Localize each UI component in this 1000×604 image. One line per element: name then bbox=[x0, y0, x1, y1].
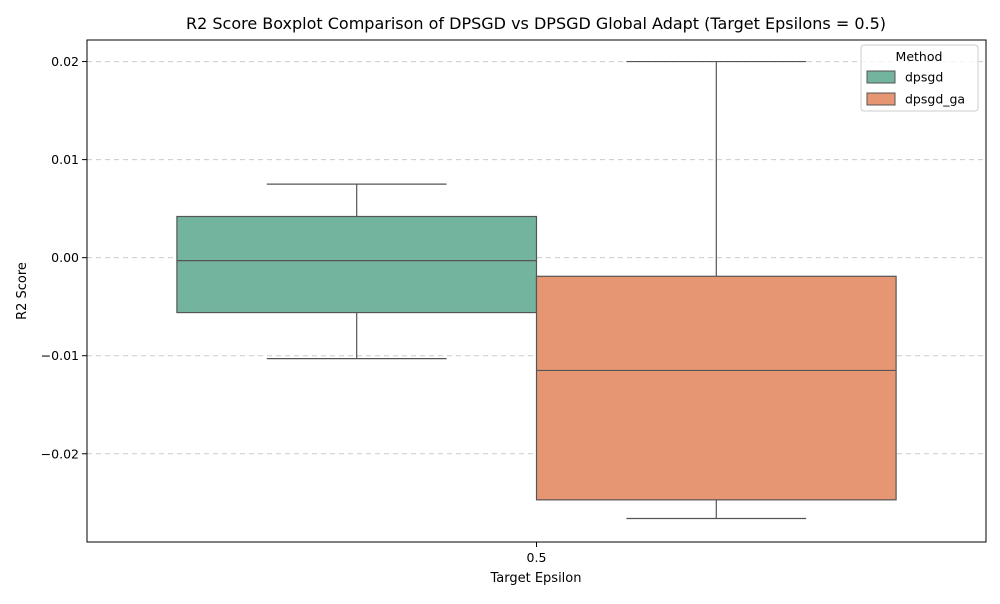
iqr-box bbox=[535, 275, 897, 501]
legend-swatch-dpsgd bbox=[866, 70, 896, 84]
y-tick-label: 0.01 bbox=[51, 152, 79, 167]
chart-title: R2 Score Boxplot Comparison of DPSGD vs … bbox=[186, 14, 886, 33]
y-tick-label: −0.01 bbox=[41, 348, 79, 363]
x-axis: 0.5 bbox=[527, 542, 547, 565]
x-tick-label: 0.5 bbox=[527, 550, 547, 565]
legend-label-dpsgd: dpsgd bbox=[905, 70, 943, 85]
y-tick-label: 0.00 bbox=[51, 250, 79, 265]
y-axis-label: R2 Score bbox=[15, 262, 30, 320]
legend-swatch-dpsgd_ga bbox=[866, 92, 896, 106]
x-axis-label: Target Epsilon bbox=[489, 571, 581, 586]
y-axis: 0.02 0.01 0.00 −0.01 −0.02 bbox=[41, 54, 87, 461]
iqr-box bbox=[176, 215, 538, 314]
box-series bbox=[176, 60, 897, 520]
box-dpsgd bbox=[176, 183, 538, 360]
box-dpsgd_ga bbox=[535, 60, 897, 520]
y-tick-label: 0.02 bbox=[51, 54, 79, 69]
legend-label-dpsgd_ga: dpsgd_ga bbox=[905, 92, 965, 107]
legend-title: Method bbox=[896, 49, 943, 64]
y-tick-label: −0.02 bbox=[41, 446, 79, 461]
legend: Method dpsgd dpsgd_ga bbox=[860, 44, 979, 112]
